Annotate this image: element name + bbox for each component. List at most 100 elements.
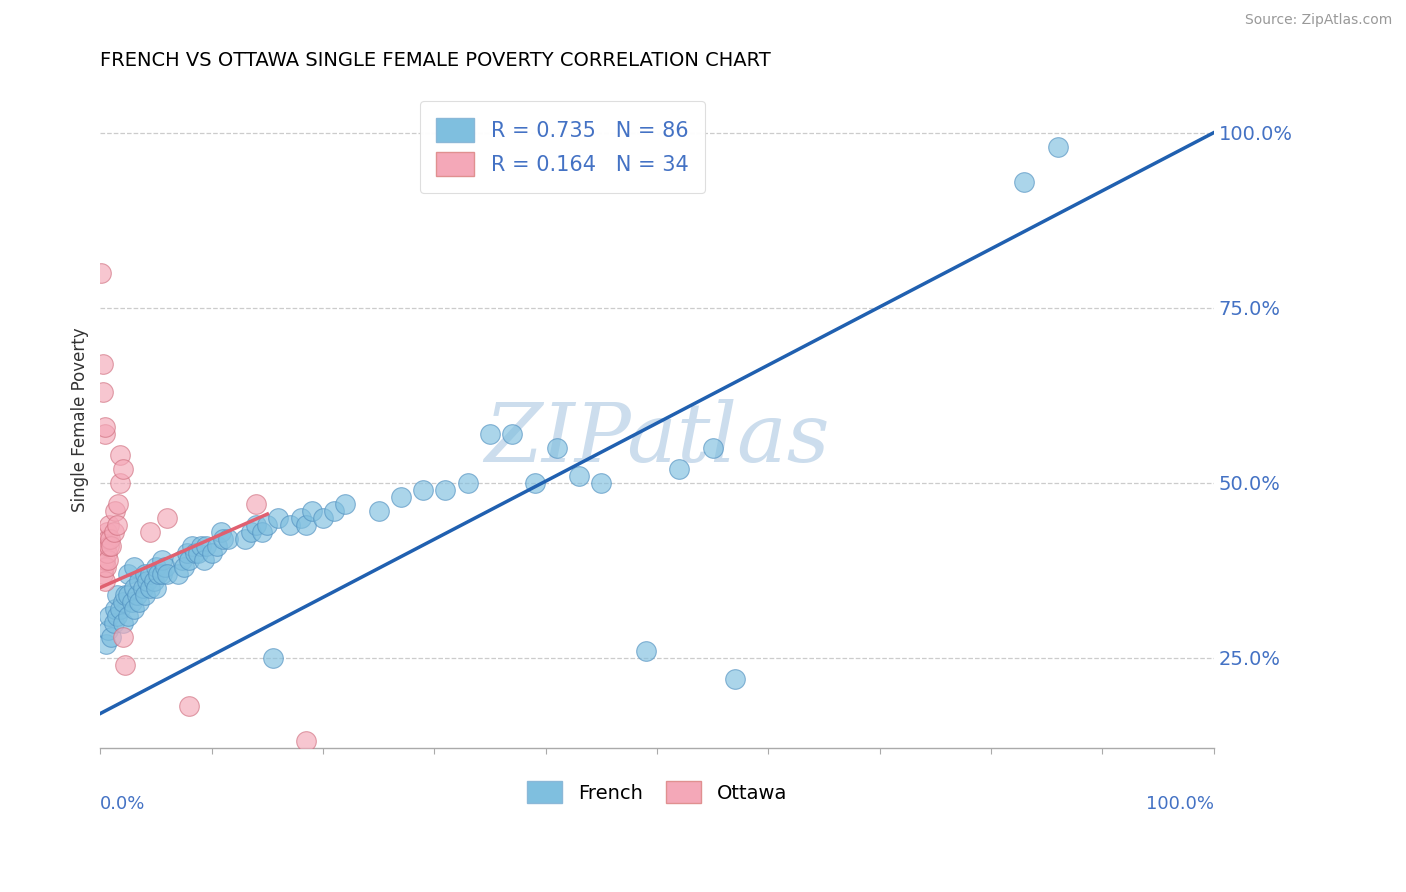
Legend: French, Ottawa: French, Ottawa [519,773,794,811]
Point [207,539,229,553]
Point [91,384,114,399]
Point [167,566,190,581]
Point [105,608,128,623]
Point [122,601,145,615]
Point [139,566,162,581]
Point [323,503,346,517]
Text: 100.0%: 100.0% [1146,795,1213,813]
Point [170,552,193,566]
Point [668,461,690,475]
Point [479,426,502,441]
Point [150,566,173,581]
Point [250,524,273,539]
Text: FRENCH VS OTTAWA SINGLE FEMALE POVERTY CORRELATION CHART: FRENCH VS OTTAWA SINGLE FEMALE POVERTY C… [100,51,770,70]
Point [111,630,134,644]
Point [184,545,207,559]
Point [105,588,128,602]
Point [295,517,318,532]
Point [180,539,202,553]
Point [148,566,170,581]
Point [131,581,153,595]
Point [122,581,145,595]
Point [190,539,212,553]
Point [127,588,149,602]
Point [97,532,120,546]
Point [457,475,479,490]
Point [110,475,132,490]
Point [367,503,389,517]
Point [217,532,239,546]
Point [1046,139,1069,153]
Point [98,517,121,532]
Point [94,419,117,434]
Point [114,657,136,672]
Point [103,615,125,630]
Point [105,517,128,532]
Point [96,545,118,559]
Point [1014,175,1036,189]
Point [245,517,267,532]
Point [434,483,457,497]
Point [103,524,125,539]
Point [176,545,198,559]
Point [94,574,117,588]
Point [111,461,134,475]
Point [128,594,150,608]
Point [97,623,120,637]
Point [156,510,179,524]
Point [301,503,323,517]
Point [142,574,165,588]
Point [145,559,167,574]
Point [94,552,117,566]
Point [193,552,215,566]
Point [121,594,143,608]
Point [93,559,115,574]
Point [634,643,657,657]
Point [156,566,179,581]
Point [139,524,162,539]
Point [107,497,129,511]
Point [91,566,114,581]
Point [110,448,132,462]
Point [91,357,114,371]
Point [100,539,122,553]
Point [122,559,145,574]
Point [153,559,176,574]
Point [117,566,139,581]
Point [110,601,132,615]
Point [117,608,139,623]
Point [262,650,284,665]
Y-axis label: Single Female Poverty: Single Female Poverty [72,327,89,512]
Point [209,524,232,539]
Point [278,517,301,532]
Point [267,510,290,524]
Point [724,672,747,686]
Point [295,734,318,748]
Point [94,539,117,553]
Point [94,559,117,574]
Point [245,497,267,511]
Point [412,483,434,497]
Point [201,545,224,559]
Point [134,566,156,581]
Point [150,552,173,566]
Point [128,574,150,588]
Point [179,552,201,566]
Point [702,441,724,455]
Text: 0.0%: 0.0% [100,795,146,813]
Point [100,532,122,546]
Point [139,581,162,595]
Point [94,636,117,650]
Point [187,545,209,559]
Point [256,517,278,532]
Point [195,539,218,553]
Point [239,524,262,539]
Point [312,510,335,524]
Point [104,503,127,517]
Point [173,559,195,574]
Text: Source: ZipAtlas.com: Source: ZipAtlas.com [1244,13,1392,28]
Point [97,552,120,566]
Point [100,630,122,644]
Point [94,426,117,441]
Point [290,510,312,524]
